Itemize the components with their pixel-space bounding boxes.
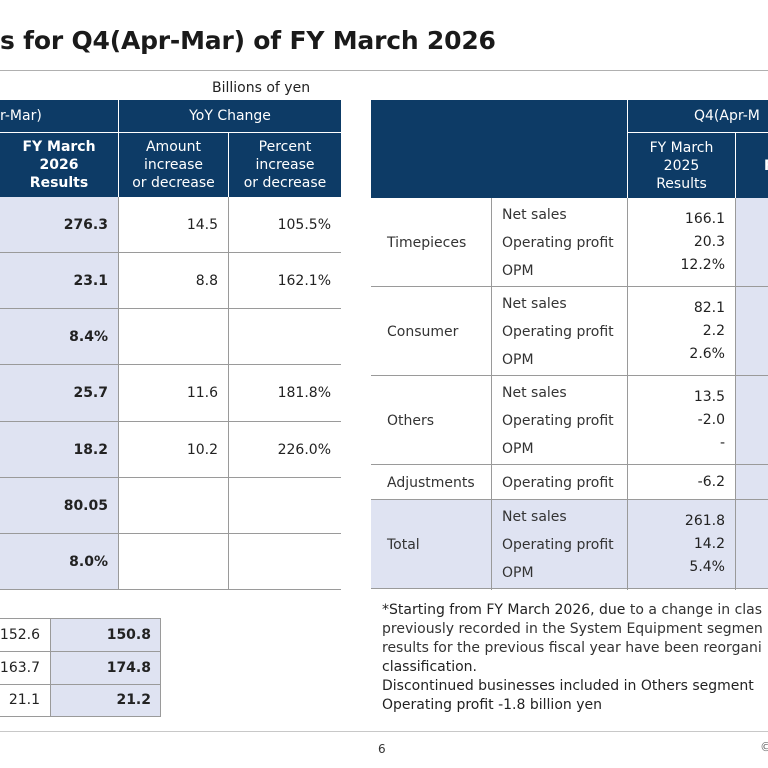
metric-value: 14.2 <box>693 536 725 552</box>
metric-value: -6.2 <box>697 474 725 490</box>
fy2026-partial-cell <box>736 500 768 589</box>
amount-cell: 8.8 <box>195 273 218 290</box>
metric-label: Net sales <box>502 206 567 223</box>
page-title: s for Q4(Apr-Mar) of FY March 2026 <box>0 26 496 55</box>
metric-label: OPM <box>502 440 534 457</box>
yoy-header: YoY Change <box>119 100 341 132</box>
unit-label: Billions of yen <box>212 80 311 96</box>
results-cell: 276.3 <box>0 197 118 254</box>
segment-name: Others <box>387 412 435 429</box>
results-cell: 8.0% <box>0 533 118 590</box>
percent-cell: 181.8% <box>277 385 331 402</box>
segment-values: 261.8 14.2 5.4% <box>628 500 735 589</box>
results-cell: 8.4% <box>0 309 118 366</box>
amount-cell <box>119 309 228 365</box>
segment-values: -6.2 <box>628 465 735 500</box>
copyright: © <box>760 740 768 754</box>
metric-label: OPM <box>502 351 534 368</box>
amount-cell <box>119 478 228 534</box>
fy2026-partial-cell <box>736 376 768 465</box>
note-line6: Operating profit -1.8 billion yen <box>382 697 602 713</box>
results-cell: 80.05 <box>0 477 118 534</box>
page-number: 6 <box>378 742 386 756</box>
segment-name: Timepieces <box>387 234 467 251</box>
fx-rate-table: 152.6 150.8 163.7 174.8 21.1 21.2 <box>0 618 161 717</box>
segment-name: Consumer <box>387 323 459 340</box>
metric-value: 2.2 <box>702 323 725 339</box>
fx-prev-1: 152.6 <box>0 626 40 643</box>
metric-value: 13.5 <box>693 389 725 405</box>
metric-label: OPM <box>502 564 534 581</box>
metric-label: Operating profit <box>502 536 614 553</box>
segment-metrics: Net sales Operating profit OPM <box>492 500 627 589</box>
segment-values: 82.1 2.2 2.6% <box>628 287 735 376</box>
metric-value: 20.3 <box>693 234 725 250</box>
col-amount: Amount increase or decrease <box>119 133 228 197</box>
segment-table: Q4(Apr-M FY March 2025 Results F Timepie… <box>371 100 768 590</box>
note-line4: classification. <box>382 659 478 675</box>
metric-value: -2.0 <box>697 412 725 428</box>
segment-metrics: Net sales Operating profit OPM <box>492 198 627 287</box>
segment-values: 166.1 20.3 12.2% <box>628 198 735 287</box>
note-line1-b: to a change in clas <box>625 602 763 618</box>
fy2026-partial-cell <box>736 198 768 287</box>
metric-value: 5.4% <box>689 559 725 575</box>
percent-cell <box>229 309 341 365</box>
footer-rule <box>0 731 768 732</box>
left-results-table: r-Mar) YoY Change FY March 2026 Results … <box>0 100 341 590</box>
amount-cell: 10.2 <box>186 441 218 458</box>
percent-cell <box>229 534 341 590</box>
metric-label: Operating profit <box>502 412 614 429</box>
col-fy2026-partial: F <box>736 133 768 198</box>
note-line1-a: *Starting from FY March 2026, due <box>382 602 626 618</box>
metric-value: 2.6% <box>689 346 725 362</box>
percent-cell: 226.0% <box>277 441 331 458</box>
col-fy2025-results: FY March 2025 Results <box>628 133 735 198</box>
col-fy2026-results: FY March 2026 Results <box>0 133 118 197</box>
results-cell: 25.7 <box>0 365 118 422</box>
segment-metrics: Net sales Operating profit OPM <box>492 287 627 376</box>
segment-header-blank <box>371 100 627 198</box>
metric-label: Operating profit <box>502 234 614 251</box>
metric-value: 261.8 <box>684 513 725 529</box>
metric-value: - <box>719 435 725 451</box>
segment-metrics: Net sales Operating profit OPM <box>492 376 627 465</box>
metric-value: 82.1 <box>693 300 725 316</box>
amount-cell <box>119 534 228 590</box>
metric-label: Operating profit <box>502 323 614 340</box>
metric-label: Operating profit <box>502 474 614 491</box>
fx-curr-3: 21.2 <box>50 684 161 716</box>
amount-cell: 11.6 <box>186 385 218 402</box>
fx-prev-2: 163.7 <box>0 659 40 676</box>
note-line3: results for the previous fiscal year hav… <box>382 640 762 656</box>
percent-cell: 162.1% <box>277 273 331 290</box>
results-cell: 23.1 <box>0 253 118 310</box>
left-header-group: r-Mar) <box>0 100 118 132</box>
metric-label: OPM <box>502 262 534 279</box>
percent-cell: 105.5% <box>277 217 331 234</box>
metric-label: Net sales <box>502 508 567 525</box>
segment-header-group: Q4(Apr-M <box>628 100 768 132</box>
metric-label: Net sales <box>502 295 567 312</box>
note-line5: Discontinued businesses included in Othe… <box>382 678 754 694</box>
fy2026-partial-cell <box>736 465 768 500</box>
metric-label: Net sales <box>502 384 567 401</box>
note-line2: previously recorded in the System Equipm… <box>382 621 763 637</box>
percent-cell <box>229 478 341 534</box>
metric-value: 166.1 <box>684 211 725 227</box>
col-percent: Percent increase or decrease <box>229 133 341 197</box>
segment-name: Adjustments <box>387 474 475 491</box>
fx-curr-2: 174.8 <box>50 651 161 684</box>
segment-values: 13.5 -2.0 - <box>628 376 735 465</box>
segment-metrics: Operating profit <box>492 465 627 500</box>
fy2026-partial-cell <box>736 287 768 376</box>
fx-curr-1: 150.8 <box>50 618 161 651</box>
results-cell: 18.2 <box>0 421 118 478</box>
amount-cell: 14.5 <box>186 217 218 234</box>
footnote: *Starting from FY March 2026, due to a c… <box>382 601 768 715</box>
title-rule <box>0 70 768 71</box>
fx-prev-3: 21.1 <box>8 692 40 708</box>
segment-name: Total <box>371 500 491 589</box>
metric-value: 12.2% <box>680 257 725 273</box>
